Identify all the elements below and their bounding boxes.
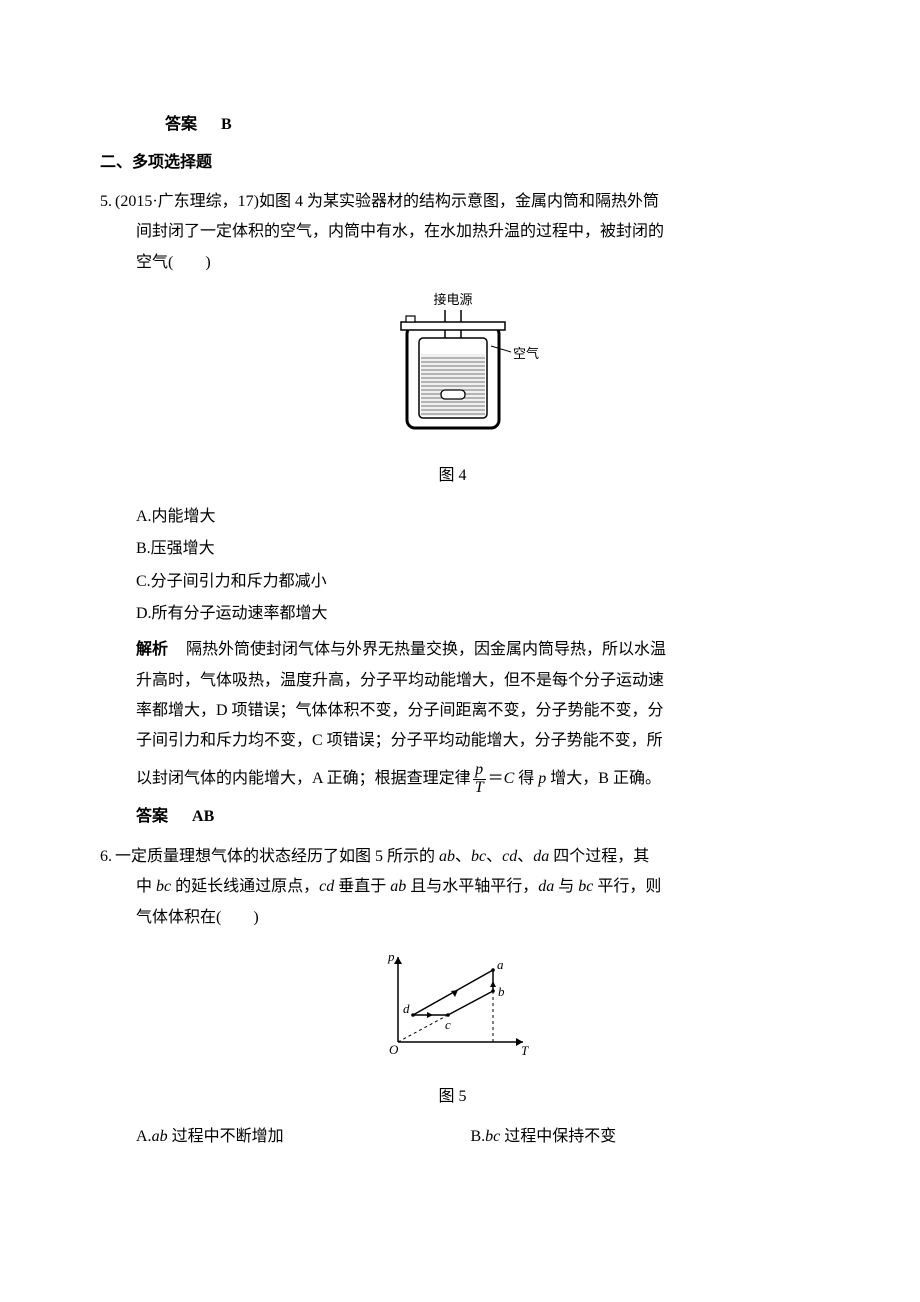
answer-value: B [221,116,232,133]
explain-label: 解析 [136,641,168,658]
section-2-title: 二、多项选择题 [100,148,805,178]
answer-label: 答案 [136,808,168,825]
question-5: 5. (2015·广东理综，17)如图 4 为某实验器材的结构示意图，金属内筒和… [100,187,805,832]
q5-choice-A: A.内能增大 [136,502,805,532]
q5-explanation: 解析隔热外筒使封闭气体与外界无热量交换，因金属内筒导热，所以水温 升高时，气体吸… [136,635,805,801]
q5-choice-C: C.分子间引力和斥力都减小 [136,567,805,597]
figure-4-caption: 图 4 [100,461,805,491]
question-6: 6. 一定质量理想气体的状态经历了如图 5 所示的 ab、bc、cd、da 四个… [100,842,805,1152]
q5-choice-D: D.所有分子运动速率都增大 [136,599,805,629]
svg-text:p: p [387,949,395,964]
answer-value: AB [192,808,214,825]
answer-label: 答案 [165,116,197,133]
q6-number: 6. [100,842,115,872]
figure-4: 接电源 [100,292,805,453]
apparatus-diagram-icon: 接电源 [363,292,543,442]
svg-text:d: d [403,1001,410,1016]
svg-text:O: O [389,1042,399,1057]
svg-text:a: a [497,957,504,972]
pT-diagram-icon: O T p [363,947,543,1062]
q5-text-line1: (2015·广东理综，17)如图 4 为某实验器材的结构示意图，金属内筒和隔热外… [115,187,659,217]
svg-text:c: c [445,1017,451,1032]
q5-text-line2: 间封闭了一定体积的空气，内筒中有水，在水加热升温的过程中，被封闭的 [136,217,805,247]
q6-text-line2: 中 bc 的延长线通过原点，cd 垂直于 ab 且与水平轴平行，da 与 bc … [136,872,805,902]
svg-text:b: b [498,984,505,999]
q6-text-line1: 一定质量理想气体的状态经历了如图 5 所示的 ab、bc、cd、da 四个过程，… [115,842,649,872]
svg-text:T: T [521,1043,529,1058]
q6-choices-row1: A.ab 过程中不断增加 B.bc 过程中保持不变 [136,1122,805,1152]
figure-5-caption: 图 5 [100,1082,805,1112]
answer-q4: 答案 B [165,110,805,140]
svg-text:接电源: 接电源 [433,292,472,307]
q5-number: 5. [100,187,115,217]
svg-text:空气: 空气 [513,346,539,361]
q5-choices: A.内能增大 B.压强增大 C.分子间引力和斥力都减小 D.所有分子运动速率都增… [136,502,805,630]
q5-choice-B: B.压强增大 [136,534,805,564]
q6-choice-A: A.ab 过程中不断增加 [136,1122,471,1152]
figure-5: O T p [100,947,805,1073]
q6-text-line3: 气体体积在() [136,903,805,933]
fraction-p-over-T: pT [473,762,486,797]
q6-choice-B: B.bc 过程中保持不变 [471,1122,806,1152]
q5-text-line3: 空气() [136,248,805,278]
answer-q5: 答案 AB [136,802,805,832]
